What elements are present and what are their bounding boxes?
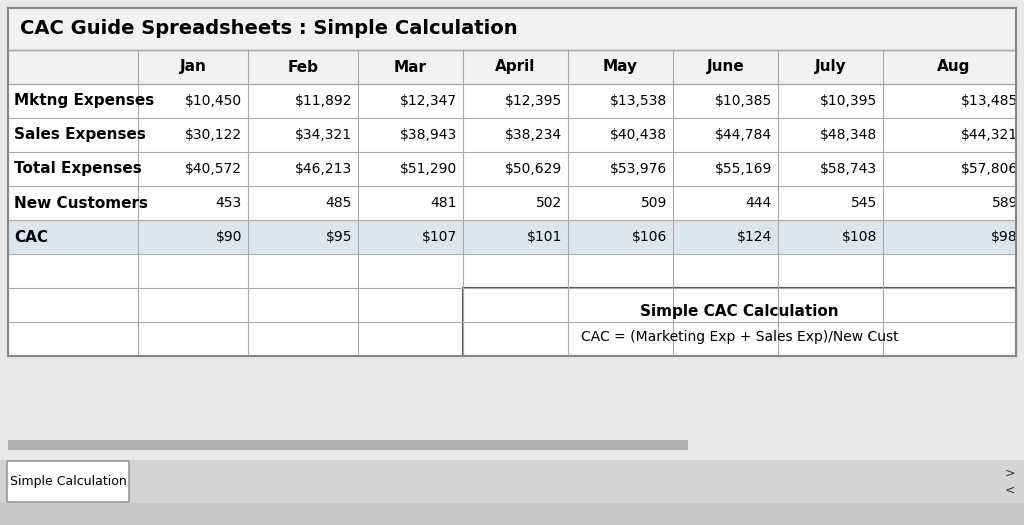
Bar [0,356,1024,460]
Text: $34,321: $34,321 [295,128,352,142]
Text: 453: 453 [216,196,242,210]
FancyBboxPatch shape [7,461,129,502]
Text: 589: 589 [991,196,1018,210]
Text: 545: 545 [851,196,877,210]
Bar [8,440,688,450]
Bar [8,220,1016,254]
Bar [463,288,1016,356]
Text: $106: $106 [632,230,667,244]
Bar [8,118,1016,152]
Text: 502: 502 [536,196,562,210]
Text: Simple CAC Calculation: Simple CAC Calculation [640,304,839,319]
Bar [8,8,1016,460]
Text: $53,976: $53,976 [609,162,667,176]
Text: $40,438: $40,438 [610,128,667,142]
Text: $13,485: $13,485 [961,94,1018,108]
Text: May: May [603,59,638,75]
Text: 485: 485 [326,196,352,210]
Text: July: July [815,59,846,75]
Text: $101: $101 [526,230,562,244]
Bar [8,322,1016,356]
Text: >: > [1005,466,1015,479]
Bar [0,503,1024,525]
Bar [8,8,1016,50]
Text: $46,213: $46,213 [295,162,352,176]
Text: $12,347: $12,347 [400,94,457,108]
Bar [8,288,1016,322]
Text: CAC Guide Spreadsheets : Simple Calculation: CAC Guide Spreadsheets : Simple Calculat… [20,19,517,38]
Bar [0,460,1024,503]
Text: 509: 509 [641,196,667,210]
Text: $57,806: $57,806 [961,162,1018,176]
Text: $51,290: $51,290 [399,162,457,176]
Bar [8,8,1016,356]
Text: $108: $108 [842,230,877,244]
Text: Sales Expenses: Sales Expenses [14,128,145,142]
Text: $12,395: $12,395 [505,94,562,108]
Text: 481: 481 [430,196,457,210]
Text: Aug: Aug [937,59,970,75]
Text: Simple Calculation: Simple Calculation [9,475,126,488]
Text: CAC: CAC [14,229,48,245]
Text: $38,234: $38,234 [505,128,562,142]
Text: Jan: Jan [179,59,207,75]
Text: $55,169: $55,169 [715,162,772,176]
Text: $11,892: $11,892 [295,94,352,108]
Text: $30,122: $30,122 [185,128,242,142]
Text: $44,321: $44,321 [961,128,1018,142]
Bar [8,84,1016,118]
Text: $95: $95 [326,230,352,244]
Bar [8,152,1016,186]
Text: Mar: Mar [394,59,427,75]
Bar [8,50,1016,84]
Text: $10,450: $10,450 [185,94,242,108]
Text: 444: 444 [745,196,772,210]
Text: $38,943: $38,943 [399,128,457,142]
Text: Mktng Expenses: Mktng Expenses [14,93,155,109]
Text: $10,395: $10,395 [820,94,877,108]
Text: <: < [1005,484,1015,497]
Text: CAC = (Marketing Exp + Sales Exp)/New Cust: CAC = (Marketing Exp + Sales Exp)/New Cu… [581,330,898,344]
Text: $98: $98 [991,230,1018,244]
Text: $58,743: $58,743 [820,162,877,176]
Text: $44,784: $44,784 [715,128,772,142]
Text: Feb: Feb [288,59,318,75]
Text: $50,629: $50,629 [505,162,562,176]
Bar [8,254,1016,288]
Text: $90: $90 [215,230,242,244]
Text: $13,538: $13,538 [609,94,667,108]
Text: New Customers: New Customers [14,195,148,211]
Text: $10,385: $10,385 [715,94,772,108]
Text: $40,572: $40,572 [185,162,242,176]
Text: $124: $124 [736,230,772,244]
Text: April: April [496,59,536,75]
Text: Total Expenses: Total Expenses [14,162,141,176]
Text: $48,348: $48,348 [820,128,877,142]
Bar [8,186,1016,220]
Text: $107: $107 [422,230,457,244]
Text: June: June [707,59,744,75]
